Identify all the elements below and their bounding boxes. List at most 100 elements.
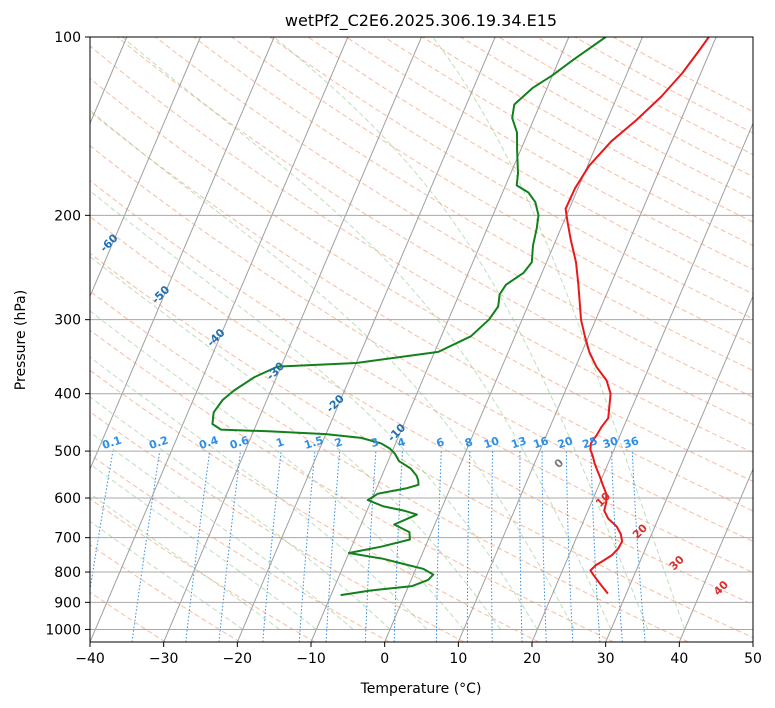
dry-adiabat bbox=[269, 37, 753, 320]
x-tick-label: 20 bbox=[523, 651, 541, 667]
mixing-ratio-label: 0.6 bbox=[228, 433, 251, 451]
moist-adiabat bbox=[121, 37, 612, 630]
dry-adiabat bbox=[90, 110, 753, 512]
mixing-ratio-line bbox=[298, 451, 316, 642]
mixing-ratio-label: 0.1 bbox=[101, 434, 124, 452]
y-tick-label: 1000 bbox=[45, 622, 81, 638]
dry-adiabat bbox=[90, 369, 540, 642]
x-tick-label: 0 bbox=[380, 651, 389, 667]
isotherm bbox=[236, 37, 496, 642]
chart-title: wetPf2_C2E6.2025.306.19.34.E15 bbox=[285, 11, 557, 31]
dry-adiabat bbox=[307, 37, 753, 295]
mixing-ratio-label: 0.2 bbox=[147, 434, 170, 452]
grid-lines bbox=[90, 37, 753, 642]
mixing-ratio-line bbox=[218, 451, 241, 642]
mixing-ratio-label: 8 bbox=[463, 435, 474, 450]
mixing-ratio-label: 13 bbox=[510, 434, 529, 451]
mixing-ratio-line bbox=[393, 451, 403, 642]
plot-area: 0.10.20.40.611.52346810131620253036-100-… bbox=[90, 37, 753, 642]
isotherm bbox=[457, 37, 717, 642]
mixing-ratio-label: 25 bbox=[581, 434, 600, 451]
dry-adiabat bbox=[90, 77, 753, 482]
mixing-ratio-label: 1.5 bbox=[303, 434, 326, 452]
plot-frame bbox=[89, 36, 754, 643]
background-labels: 0.10.20.40.611.52346810131620253036-100-… bbox=[97, 231, 731, 598]
x-axis-label: Temperature (°C) bbox=[360, 681, 482, 697]
moist-adiabat bbox=[432, 37, 686, 630]
mixing-ratio-label: 4 bbox=[396, 435, 408, 450]
isotherm bbox=[605, 295, 753, 642]
mixing-ratio-line bbox=[565, 451, 574, 642]
mixing-ratio-label: 0.4 bbox=[197, 433, 220, 451]
x-tick-label: −10 bbox=[296, 651, 326, 667]
mixing-ratio-label: 16 bbox=[532, 434, 551, 451]
y-tick-label: 700 bbox=[54, 531, 81, 547]
dry-adiabat bbox=[90, 215, 753, 606]
x-axis: −40 −30 −20 −10 0 10 20 30 40 50 bbox=[75, 642, 762, 667]
x-tick-label: 10 bbox=[449, 651, 467, 667]
x-tick-label: 50 bbox=[744, 651, 762, 667]
moist-adiabat bbox=[90, 431, 354, 630]
mixing-ratio-label: 36 bbox=[622, 434, 641, 451]
dry-adiabat bbox=[90, 591, 166, 642]
dry-adiabat bbox=[90, 145, 753, 542]
y-tick-label: 400 bbox=[54, 387, 81, 403]
y-axis: 100 200 300 400 500 600 700 800 900 1000 bbox=[45, 30, 90, 638]
y-tick-label: 200 bbox=[54, 208, 81, 224]
dry-adiabat bbox=[90, 179, 753, 573]
isotherm bbox=[310, 37, 570, 642]
y-tick-label: 300 bbox=[54, 313, 81, 329]
moist-adiabat bbox=[90, 190, 538, 630]
mixing-ratio-line bbox=[435, 451, 442, 642]
dry-adiabat bbox=[90, 454, 390, 642]
mixing-ratio-label: 6 bbox=[435, 435, 447, 450]
y-tick-label: 900 bbox=[54, 595, 81, 611]
profile-series-0 bbox=[564, 37, 710, 595]
isotherm bbox=[163, 37, 422, 642]
background-lines bbox=[90, 37, 753, 642]
mixing-ratio-label: 30 bbox=[601, 434, 620, 451]
x-tick-label: −40 bbox=[75, 651, 105, 667]
x-tick-label: 40 bbox=[670, 651, 688, 667]
mixing-ratio-line bbox=[519, 451, 523, 642]
y-tick-label: 500 bbox=[54, 444, 81, 460]
mixing-ratio-line bbox=[364, 451, 377, 642]
mixing-ratio-line bbox=[611, 451, 623, 642]
moist-adiabat bbox=[90, 109, 575, 630]
moist-adiabat bbox=[90, 463, 317, 630]
moist-adiabat bbox=[90, 356, 428, 630]
dry-adiabat bbox=[90, 411, 465, 642]
moist-adiabat bbox=[273, 37, 649, 630]
dry-adiabat bbox=[90, 290, 689, 642]
mixing-ratio-line bbox=[262, 451, 282, 642]
mixing-ratio-label: 2 bbox=[333, 435, 344, 450]
mixing-ratio-label: 10 bbox=[482, 434, 501, 451]
isotherm bbox=[678, 467, 753, 642]
moist-adiabat bbox=[90, 520, 243, 630]
dry-adiabat bbox=[90, 45, 753, 454]
mixing-ratio-line bbox=[541, 451, 547, 642]
profile-lines bbox=[211, 37, 710, 597]
x-tick-label: 30 bbox=[597, 651, 615, 667]
y-tick-label: 800 bbox=[54, 565, 81, 581]
y-axis-label: Pressure (hPa) bbox=[13, 290, 29, 390]
profile-series-1 bbox=[211, 37, 607, 597]
isotherm bbox=[384, 37, 643, 642]
mixing-ratio-line bbox=[590, 451, 601, 642]
isotherm bbox=[90, 37, 201, 298]
mixing-ratio-line bbox=[466, 451, 471, 642]
dry-adiabat bbox=[90, 498, 315, 642]
x-tick-label: −20 bbox=[223, 651, 253, 667]
mixing-ratio-label: 1 bbox=[274, 435, 285, 450]
mixing-ratio-label: 3 bbox=[369, 435, 380, 450]
mixing-ratio-line bbox=[325, 451, 341, 642]
moist-adiabat bbox=[90, 255, 501, 630]
isotherm bbox=[531, 122, 753, 642]
y-tick-label: 100 bbox=[54, 30, 81, 46]
isotherm bbox=[90, 37, 349, 642]
y-tick-label: 600 bbox=[54, 491, 81, 507]
mixing-ratio-label: 20 bbox=[556, 434, 575, 451]
x-tick-label: −30 bbox=[149, 651, 179, 667]
isotherm bbox=[90, 37, 275, 471]
